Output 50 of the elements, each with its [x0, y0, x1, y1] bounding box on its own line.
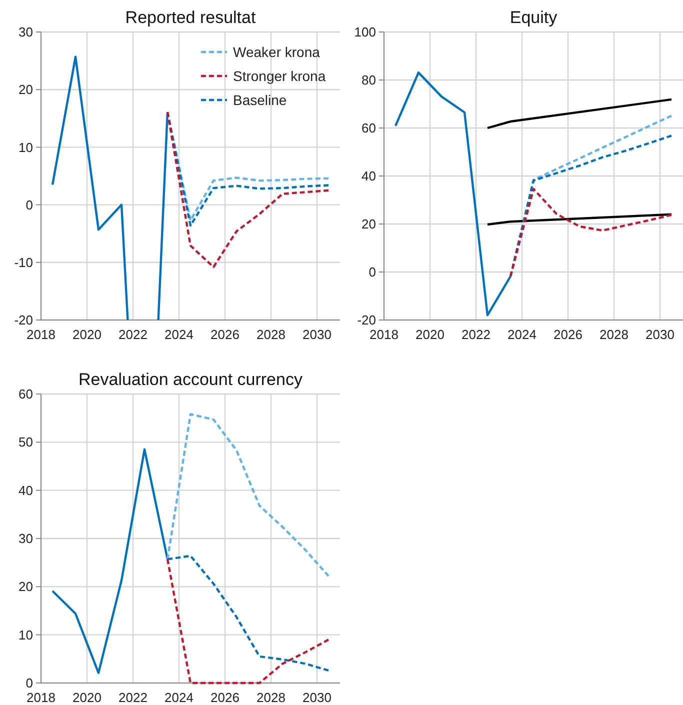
- x-tick-label: 2024: [164, 327, 194, 342]
- x-tick-label: 2022: [118, 690, 148, 705]
- y-tick-label: -10: [14, 254, 33, 270]
- x-tick-label: 2018: [26, 327, 56, 342]
- x-tick-label: 2020: [72, 690, 102, 705]
- chart-title: Equity: [510, 8, 558, 27]
- y-tick-label: 40: [362, 168, 376, 184]
- y-tick-label: 20: [18, 579, 33, 594]
- x-tick-label: 2026: [210, 327, 240, 342]
- y-tick-label: 100: [354, 24, 376, 40]
- y-tick-label: 0: [368, 264, 376, 280]
- x-tick-label: 2020: [72, 327, 102, 342]
- y-tick-label: 10: [18, 627, 33, 642]
- legend-label: Stronger krona: [233, 68, 326, 84]
- line-series: [509, 188, 673, 278]
- x-tick-label: 2026: [554, 327, 582, 342]
- chart-title: Reported resultat: [125, 8, 256, 27]
- y-tick-label: 0: [26, 197, 33, 212]
- y-tick-label: 0: [26, 676, 33, 691]
- x-tick-label: 2020: [416, 327, 444, 342]
- x-tick-label: 2030: [302, 327, 332, 342]
- x-tick-label: 2024: [508, 327, 536, 342]
- y-tick-label: -20: [357, 312, 376, 328]
- y-tick-label: 10: [18, 140, 33, 155]
- line-series: [166, 110, 330, 268]
- line-series: [166, 413, 330, 578]
- y-tick-label: 30: [18, 24, 33, 40]
- x-tick-label: 2018: [26, 690, 56, 705]
- y-tick-label: 80: [362, 72, 376, 88]
- x-tick-label: 2024: [164, 690, 194, 705]
- x-tick-label: 2030: [646, 327, 674, 342]
- y-tick-label: 50: [18, 434, 33, 450]
- x-tick-label: 2028: [600, 327, 628, 342]
- legend-label: Baseline: [233, 92, 287, 108]
- x-tick-label: 2022: [462, 327, 490, 342]
- x-tick-label: 2028: [256, 327, 286, 342]
- y-tick-label: 20: [18, 82, 33, 98]
- y-tick-label: 30: [18, 531, 33, 546]
- y-tick-label: -20: [14, 312, 33, 328]
- y-tick-label: 40: [18, 482, 33, 498]
- legend-label: Weaker krona: [233, 44, 320, 60]
- x-tick-label: 2022: [118, 327, 148, 342]
- x-tick-label: 2018: [370, 327, 398, 342]
- y-tick-label: 60: [362, 120, 376, 136]
- y-tick-label: 60: [18, 386, 33, 402]
- x-tick-label: 2030: [302, 690, 332, 705]
- chart-title: Revaluation account currency: [78, 370, 303, 389]
- y-tick-label: 20: [362, 216, 376, 232]
- x-tick-label: 2028: [256, 690, 286, 705]
- x-tick-label: 2026: [210, 690, 240, 705]
